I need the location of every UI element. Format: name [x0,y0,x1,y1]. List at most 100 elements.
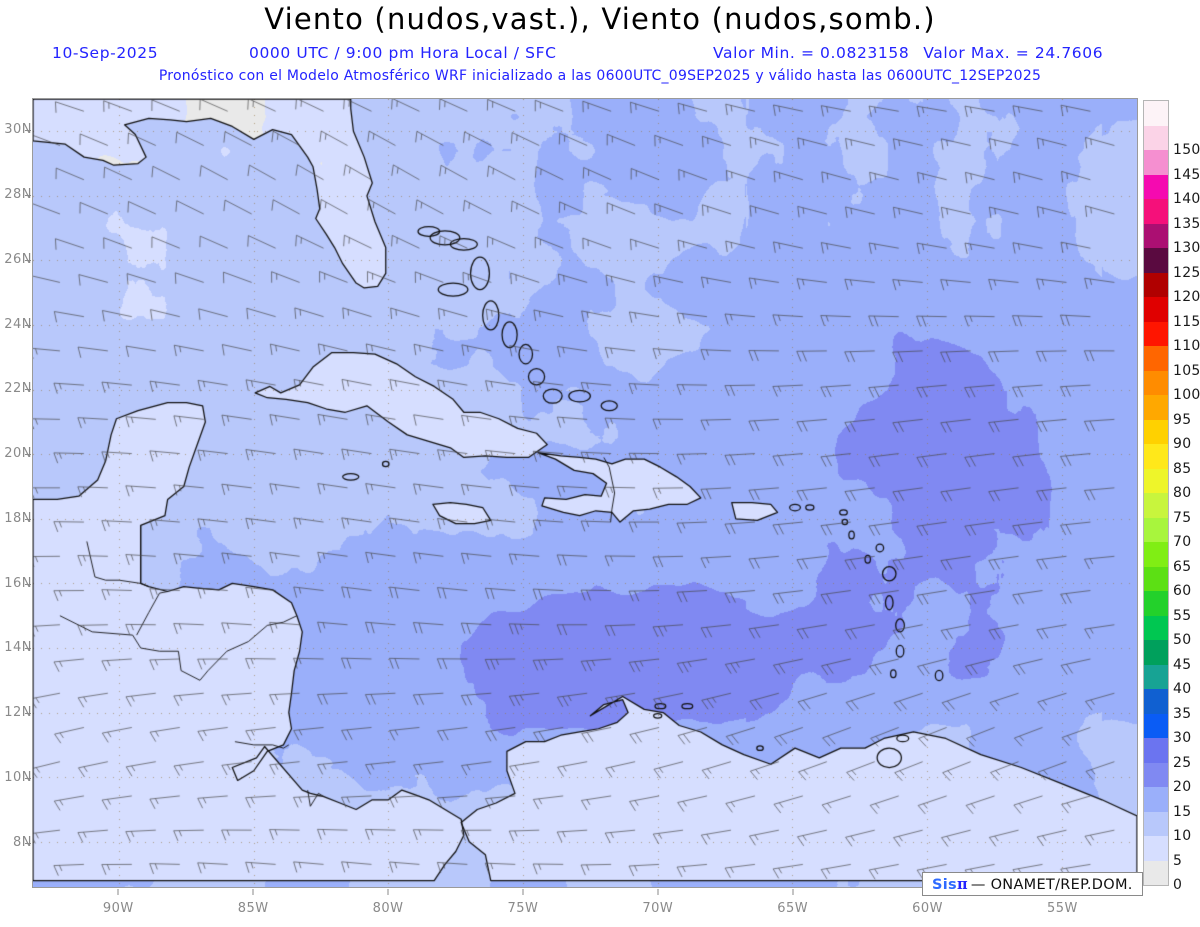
lat-label-10N: 10N [4,769,32,785]
colorbar-tick-30: 30 [1173,730,1192,746]
colorbar-segment [1144,591,1168,616]
colorbar-segment [1144,762,1168,787]
lat-label-14N: 14N [4,640,32,656]
colorbar-tick-65: 65 [1173,558,1192,575]
colorbar-tick-140: 140 [1173,191,1200,207]
colorbar-segment [1144,836,1168,861]
lon-label-70W: 70W [642,901,674,916]
colorbar-tick-100: 100 [1173,387,1200,403]
lon-tick [117,889,119,895]
map-panel[interactable] [32,98,1138,888]
colorbar-segment [1144,566,1168,591]
colorbar-tick-110: 110 [1173,338,1200,354]
colorbar-segment [1144,297,1168,322]
pi-icon: π [956,876,968,893]
map-canvas[interactable] [33,99,1137,887]
colorbar-segment [1144,272,1168,297]
colorbar-tick-125: 125 [1173,264,1200,281]
colorbar-tick-25: 25 [1173,754,1192,771]
lat-label-22N: 22N [4,381,32,397]
colorbar-tick-90: 90 [1173,436,1192,452]
lon-label-85W: 85W [237,901,269,916]
lon-label-90W: 90W [102,901,134,916]
lon-label-55W: 55W [1047,901,1078,916]
lat-label-20N: 20N [4,446,32,462]
colorbar-segment [1144,542,1168,567]
colorbar-segment [1144,738,1168,763]
lat-tick [25,454,31,456]
header: Viento (nudos,vast.), Viento (nudos,somb… [0,0,1200,95]
colorbar-segment [1144,395,1168,420]
lat-tick [25,389,31,391]
colorbar-segment [1144,346,1168,371]
colorbar-tick-120: 120 [1173,289,1200,305]
colorbar-tick-0: 0 [1173,877,1183,893]
colorbar-tick-135: 135 [1173,215,1200,232]
colorbar[interactable] [1143,100,1169,886]
colorbar-segment [1144,248,1168,273]
colorbar-tick-145: 145 [1173,166,1200,183]
lon-tick [252,889,254,895]
lat-tick [25,130,31,132]
lat-label-12N: 12N [4,705,32,721]
lat-tick [25,842,31,844]
colorbar-tick-5: 5 [1173,852,1183,869]
lat-label-24N: 24N [4,316,32,332]
colorbar-segment [1144,468,1168,493]
colorbar-segment [1144,860,1168,885]
colorbar-tick-20: 20 [1173,779,1192,795]
lat-tick [25,259,31,261]
colorbar-tick-60: 60 [1173,583,1192,599]
colorbar-segment [1144,787,1168,812]
colorbar-tick-85: 85 [1173,460,1192,477]
lat-tick [25,648,31,650]
lat-label-28N: 28N [4,187,32,203]
lat-label-30N: 30N [4,122,32,138]
colorbar-segment [1144,689,1168,714]
colorbar-tick-55: 55 [1173,607,1192,624]
colorbar-tick-45: 45 [1173,656,1192,673]
colorbar-segment [1144,223,1168,248]
colorbar-segment [1144,321,1168,346]
lon-tick [657,889,659,895]
value-min: Valor Min. = 0.0823158 [713,44,910,62]
colorbar-tick-130: 130 [1173,240,1200,256]
colorbar-tick-95: 95 [1173,411,1192,428]
colorbar-segment [1144,493,1168,518]
colorbar-segment [1144,444,1168,469]
colorbar-segment [1144,811,1168,836]
colorbar-tick-75: 75 [1173,509,1192,526]
colorbar-labels: 0 5 10 15 20 25 30 35 40 45 50 55 60 65 70 75 80 85 90 95 10… [1173,100,1200,893]
colorbar-segment [1144,517,1168,542]
lon-tick [522,889,524,895]
colorbar-tick-10: 10 [1173,828,1192,844]
lon-tick [792,889,794,895]
colorbar-tick-70: 70 [1173,534,1192,550]
colorbar-segment [1144,713,1168,738]
colorbar-segment [1144,664,1168,689]
lat-tick [25,713,31,715]
lon-label-65W: 65W [777,901,809,916]
colorbar-segment [1144,640,1168,665]
lon-tick [387,889,389,895]
lon-label-75W: 75W [507,901,539,916]
lon-label-80W: 80W [372,901,404,916]
colorbar-tick-105: 105 [1173,362,1200,379]
lat-label-18N: 18N [4,510,32,526]
colorbar-tick-15: 15 [1173,803,1192,820]
watermark-agency: — ONAMET/REP.DOM. [970,876,1133,893]
model-description: Pronóstico con el Modelo Atmosférico WRF… [158,68,1042,84]
colorbar-tick-35: 35 [1173,705,1192,722]
lat-tick [25,324,31,326]
watermark-badge: Sis π — ONAMET/REP.DOM. [922,872,1143,896]
colorbar-segment [1144,419,1168,444]
colorbar-tick-115: 115 [1173,313,1200,330]
lat-label-8N: 8N [13,834,32,850]
lat-label-16N: 16N [4,575,32,591]
colorbar-tick-80: 80 [1173,485,1192,501]
lat-tick [25,777,31,779]
forecast-date: 10-Sep-2025 [52,44,159,62]
colorbar-tick-50: 50 [1173,632,1192,648]
colorbar-segment [1144,101,1168,126]
